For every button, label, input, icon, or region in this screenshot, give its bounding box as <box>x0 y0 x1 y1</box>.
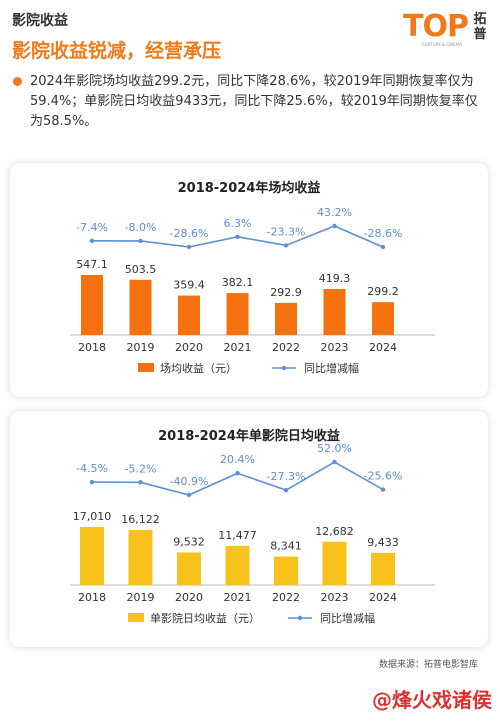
growth-point <box>89 238 95 243</box>
x-tick-label: 2022 <box>272 341 300 354</box>
growth-point <box>283 487 289 493</box>
bar-value-label: 12,682 <box>315 525 354 538</box>
growth-label: 20.4% <box>220 453 255 466</box>
growth-label: -40.9% <box>170 475 209 488</box>
legend-bar-swatch <box>128 613 144 622</box>
bar-2023 <box>322 541 347 585</box>
x-tick-label: 2018 <box>78 341 106 354</box>
growth-point <box>138 480 143 485</box>
bar-value-label: 382.1 <box>222 276 254 289</box>
brand-logo: TOP 拓普 <box>403 9 488 44</box>
bar-value-label: 9,433 <box>367 536 399 549</box>
bar-2024 <box>372 302 394 335</box>
bar-value-label: 9,532 <box>173 535 205 548</box>
x-tick-label: 2023 <box>321 341 349 354</box>
x-tick-label: 2020 <box>175 341 203 354</box>
header: 影院收益 影院收益锐减，经营承压 TOP 拓普 CENTURY & CINEMA <box>12 9 488 63</box>
legend-bar-swatch <box>138 363 154 372</box>
brand-tagline: CENTURY & CINEMA <box>422 42 462 47</box>
bar-value-label: 292.9 <box>270 286 302 299</box>
bar-2018 <box>80 527 104 585</box>
growth-label: -4.5% <box>76 462 108 475</box>
x-tick-label: 2024 <box>369 591 397 604</box>
brand-name: 拓普 <box>473 12 487 42</box>
legend-line-marker <box>297 615 303 621</box>
growth-label: -23.3% <box>267 225 306 238</box>
brand-logo-mark: TOP <box>403 9 469 44</box>
chart-title: 2018-2024年场均收益 <box>178 180 321 196</box>
x-tick-label: 2018 <box>78 591 106 604</box>
growth-label: -7.4% <box>76 221 108 234</box>
bar-value-label: 17,010 <box>73 510 112 523</box>
summary-text: 2024年影院场均收益299.2元，同比下降28.6%，较2019年同期恢复率仅… <box>13 72 486 132</box>
bullet-icon <box>13 77 22 86</box>
growth-label: -8.0% <box>125 221 157 234</box>
bar-value-label: 299.2 <box>367 285 399 298</box>
bar-2024 <box>371 552 395 585</box>
bar-2021 <box>225 545 250 585</box>
x-tick-label: 2024 <box>369 341 397 354</box>
growth-point <box>89 479 95 485</box>
legend-line-marker <box>281 365 287 371</box>
growth-point <box>186 492 192 498</box>
chart-avg-revenue-per-show: 2018-2024年场均收益 547.1 2018 503.5 2019 359.4 202… <box>70 180 435 375</box>
growth-point <box>380 487 386 492</box>
bar-2018 <box>81 275 103 335</box>
watermark: @烽火戏诸侯 <box>372 688 492 712</box>
growth-point <box>283 243 289 248</box>
chart-card-avg-revenue-per-show: 2018-2024年场均收益 547.1 2018 503.5 2019 359.4 202… <box>10 163 488 397</box>
x-tick-label: 2020 <box>175 591 203 604</box>
legend-bar-label: 单影院日均收益（元） <box>150 611 260 625</box>
legend-line-label: 同比增减幅 <box>304 361 359 375</box>
x-tick-label: 2019 <box>127 591 155 604</box>
bar-value-label: 11,477 <box>218 529 257 542</box>
data-source: 数据来源：拓普电影智库 <box>378 660 478 670</box>
growth-label: 52.0% <box>317 442 352 455</box>
growth-label: -25.6% <box>364 470 403 483</box>
headline: 影院收益锐减，经营承压 <box>12 40 222 62</box>
chart-title: 2018-2024年单影院日均收益 <box>158 428 340 444</box>
growth-point <box>138 238 143 244</box>
growth-label: -5.2% <box>125 462 157 475</box>
bar-2021 <box>226 293 249 335</box>
growth-point <box>380 244 386 250</box>
bar-2020 <box>178 295 200 335</box>
bar-2022 <box>274 556 298 585</box>
chart-daily-revenue-per-cinema: 2018-2024年单影院日均收益 17,010 2018 16,122 2019 9,5… <box>70 428 435 625</box>
bar-value-label: 419.3 <box>319 272 351 285</box>
x-tick-label: 2021 <box>224 341 252 354</box>
growth-point <box>235 471 240 476</box>
growth-label: -27.3% <box>267 470 306 483</box>
x-tick-label: 2021 <box>224 591 252 604</box>
bar-value-label: 503.5 <box>125 263 157 276</box>
growth-label: 43.2% <box>317 206 352 219</box>
x-tick-label: 2019 <box>127 341 155 354</box>
x-tick-label: 2022 <box>272 591 300 604</box>
growth-label: 6.3% <box>224 217 252 230</box>
bar-2023 <box>323 289 346 335</box>
growth-label: -28.6% <box>364 227 403 240</box>
growth-point <box>235 234 240 239</box>
growth-label: -28.6% <box>170 227 209 240</box>
growth-point <box>186 244 192 250</box>
summary-body: 2024年影院场均收益299.2元，同比下降28.6%，较2019年同期恢复率仅… <box>30 74 478 129</box>
legend-bar-label: 场均收益（元） <box>160 361 237 375</box>
bar-2020 <box>177 552 201 585</box>
section-label: 影院收益 <box>12 13 68 29</box>
legend-line-label: 同比增减幅 <box>320 611 375 625</box>
bar-value-label: 547.1 <box>76 258 108 271</box>
bar-2019 <box>128 530 153 585</box>
bar-value-label: 359.4 <box>173 279 205 292</box>
bar-value-label: 8,341 <box>270 540 302 553</box>
bar-2022 <box>275 302 297 335</box>
bar-2019 <box>129 279 152 335</box>
growth-point <box>332 459 337 465</box>
chart-card-daily-revenue-per-cinema: 2018-2024年单影院日均收益 17,010 2018 16,122 2019 9,5… <box>10 411 488 647</box>
bar-value-label: 16,122 <box>121 513 160 526</box>
growth-point <box>332 223 337 229</box>
x-tick-label: 2023 <box>321 591 349 604</box>
